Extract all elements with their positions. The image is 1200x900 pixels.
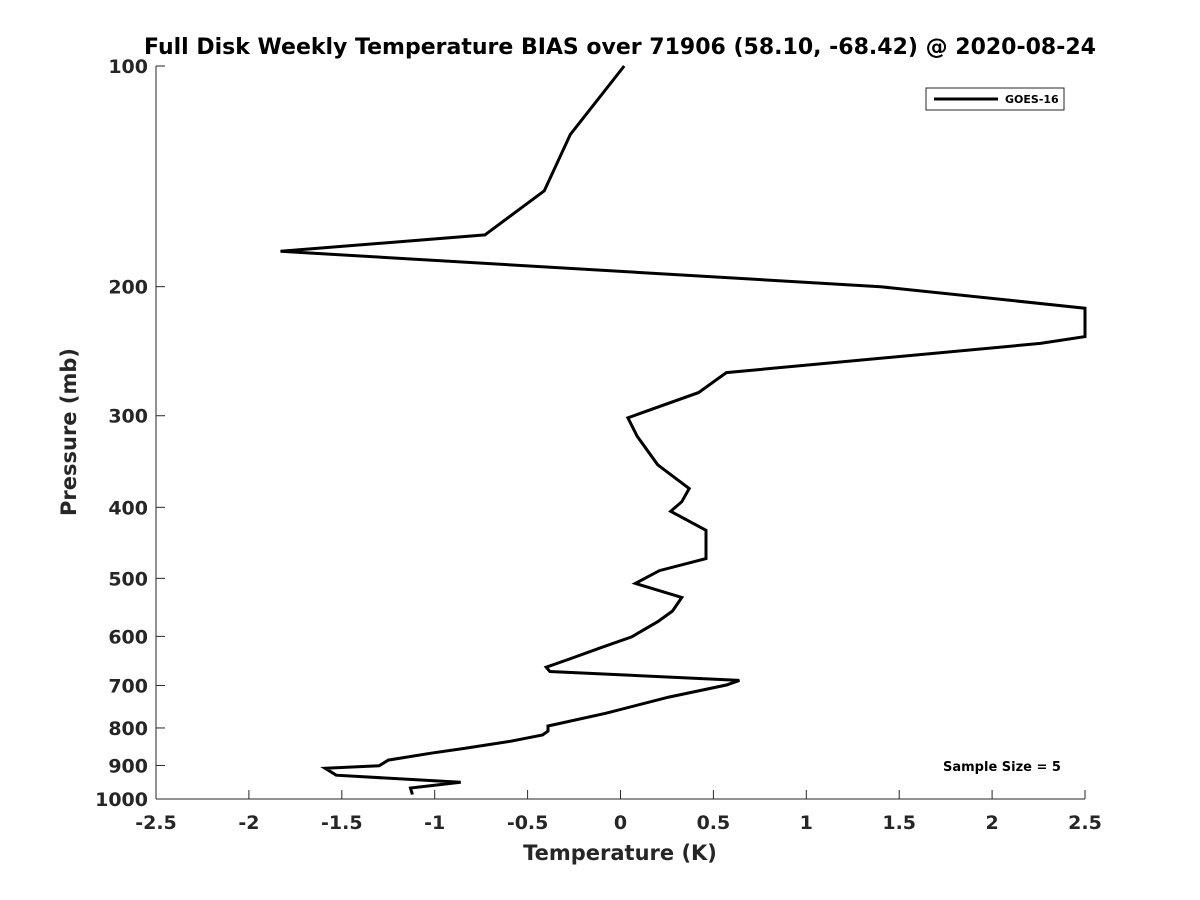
y-tick-label: 800: [108, 718, 148, 740]
x-tick-label: 2: [985, 812, 998, 834]
y-axis-label: Pressure (mb): [57, 348, 81, 516]
x-tick-label: -1: [424, 812, 445, 834]
x-tick-label: -2: [238, 812, 259, 834]
series-layer: [280, 65, 1087, 795]
x-tick-label: -0.5: [507, 812, 549, 834]
y-tick-label: 1000: [95, 789, 148, 811]
x-axis-label: Temperature (K): [523, 841, 717, 865]
sample-size-annotation: Sample Size = 5: [943, 760, 1061, 775]
x-tick-label: 1: [800, 812, 813, 834]
legend: GOES-16: [925, 87, 1065, 111]
y-tick-label: 200: [108, 277, 148, 299]
y-axis-ticks: 100 200 300 400 500 600 700 800 900 1000: [95, 56, 165, 811]
x-tick-label: 0.5: [697, 812, 731, 834]
y-tick-label: 900: [108, 755, 148, 777]
y-tick-label: 100: [108, 56, 148, 78]
x-tick-label: -2.5: [135, 812, 177, 834]
chart-title: Full Disk Weekly Temperature BIAS over 7…: [144, 35, 1096, 60]
x-tick-label: 1.5: [882, 812, 916, 834]
y-tick-label: 400: [108, 497, 148, 519]
y-tick-label: 500: [108, 568, 148, 590]
plot-area: [156, 66, 1085, 799]
legend-entry-goes16: GOES-16: [1005, 93, 1059, 106]
y-tick-label: 300: [108, 406, 148, 428]
x-tick-label: -1.5: [321, 812, 363, 834]
series-line-goes16: [280, 65, 1087, 795]
y-tick-label: 700: [108, 675, 148, 697]
x-axis-ticks: -2.5 -2 -1.5 -1 -0.5 0 0.5 1 1.5 2 2.5: [135, 790, 1102, 834]
plot-background: [156, 66, 1085, 799]
y-tick-label: 600: [108, 626, 148, 648]
x-tick-label: 0: [614, 812, 627, 834]
x-tick-label: 2.5: [1068, 812, 1102, 834]
